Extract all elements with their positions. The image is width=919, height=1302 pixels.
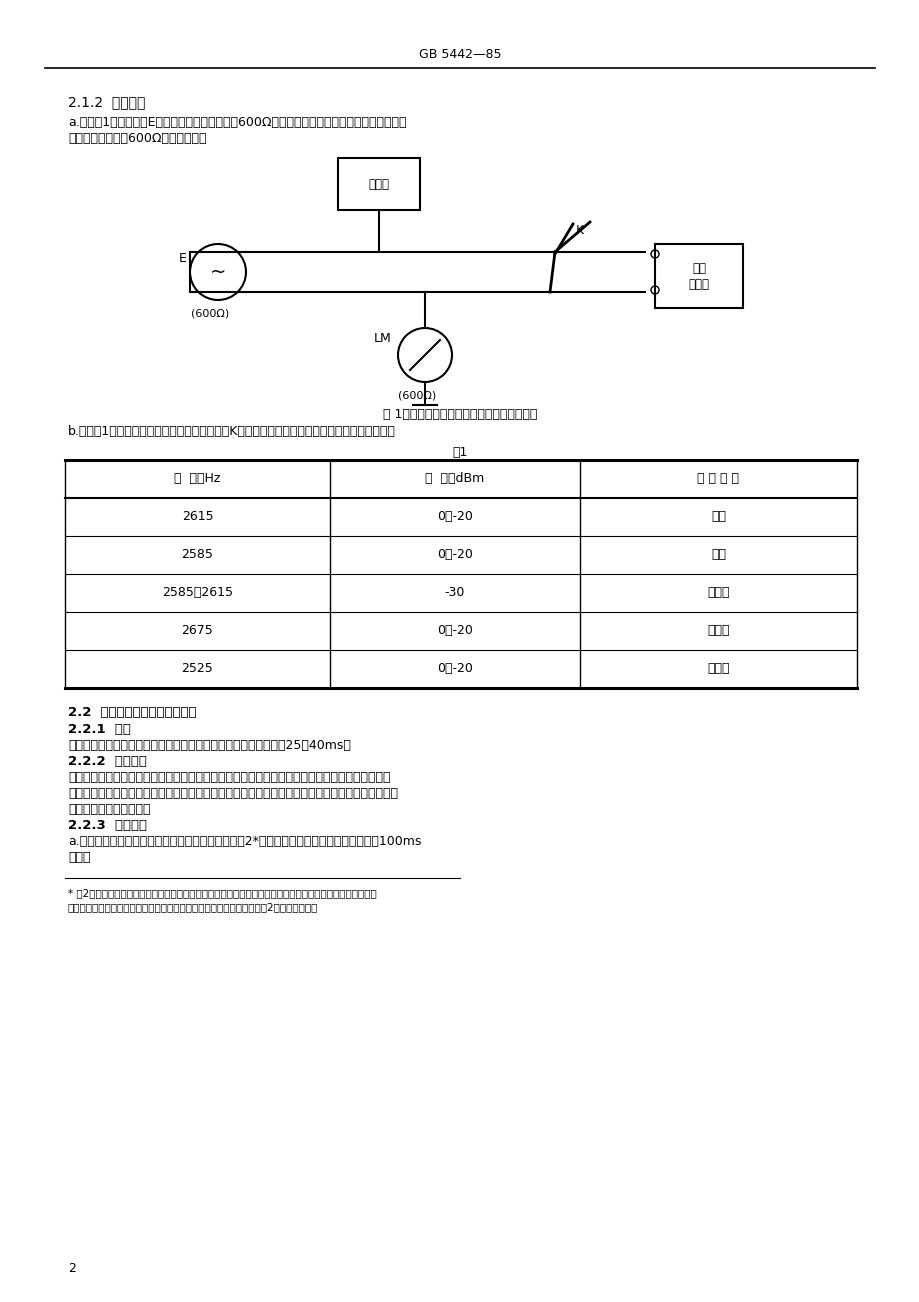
Text: 表1: 表1	[452, 447, 467, 460]
Text: 2.2  信号接收器动作和释放时长: 2.2 信号接收器动作和释放时长	[68, 706, 197, 719]
Text: E: E	[179, 251, 187, 264]
Text: 0～-20: 0～-20	[437, 625, 472, 638]
Text: 计数器停止计数。释放时长是送入信号接收器输入端的信号脉冲后沿起动计数器计数，信号接收器释: 计数器停止计数。释放时长是送入信号接收器输入端的信号脉冲后沿起动计数器计数，信号…	[68, 786, 398, 799]
Text: 2525: 2525	[181, 663, 213, 676]
Text: ~: ~	[210, 263, 226, 281]
Text: 电  平，dBm: 电 平，dBm	[425, 473, 484, 486]
Text: LM: LM	[374, 332, 391, 345]
Text: 0～-20: 0～-20	[437, 548, 472, 561]
Text: 2675: 2675	[181, 625, 213, 638]
Text: a.　采用频率计或毫秒计测时延迟时间的方法。按图2*连接电路，单脉冲发生器产生不小于100ms: a. 采用频率计或毫秒计测时延迟时间的方法。按图2*连接电路，单脉冲发生器产生不…	[68, 835, 421, 848]
Text: 2.2.3  测试方法: 2.2.3 测试方法	[68, 819, 147, 832]
Text: 2615: 2615	[181, 510, 213, 523]
Text: 接收器: 接收器	[687, 277, 709, 290]
Text: 测试动作时长是用送入信号接收器输入端的信号脉冲前沿起动计数器计数，信号接收器动作时使: 测试动作时长是用送入信号接收器输入端的信号脉冲前沿起动计数器计数，信号接收器动作…	[68, 771, 390, 784]
Text: 2.2.1  指标: 2.2.1 指标	[68, 723, 130, 736]
Text: 2.1.2  测量方法: 2.1.2 测量方法	[68, 95, 145, 109]
Text: 测试电路与其他类型信号接收器，如采用毫秒计的测试方法，可参照图2测试原理连接。: 测试电路与其他类型信号接收器，如采用毫秒计的测试方法，可参照图2测试原理连接。	[68, 902, 318, 911]
Text: 频率计: 频率计	[369, 177, 389, 190]
Text: (600Ω): (600Ω)	[397, 391, 436, 401]
Text: 动作: 动作	[710, 510, 725, 523]
Text: 不动作: 不动作	[707, 663, 729, 676]
Text: 脉冲。: 脉冲。	[68, 852, 90, 865]
Text: 0～-20: 0～-20	[437, 663, 472, 676]
Text: 不动作: 不动作	[707, 625, 729, 638]
Text: 2585: 2585	[181, 548, 213, 561]
Text: 不动作: 不动作	[707, 586, 729, 599]
Text: 信号: 信号	[691, 262, 705, 275]
Bar	[654, 243, 743, 309]
Text: 频  率，Hz: 频 率，Hz	[174, 473, 221, 486]
Text: 2: 2	[68, 1262, 75, 1275]
Text: a.　按图1连接电路，E为音频振荡器，输出阻抗600Ω，输出频率和电平可调并由频率计和电平: a. 按图1连接电路，E为音频振荡器，输出阻抗600Ω，输出频率和电平可调并由频…	[68, 116, 406, 129]
Text: K: K	[575, 224, 584, 237]
Text: * 图2为采用频率计测试信号接收器动作电路为继电器时（一副合接点）的动作，释放时长的测试电路。对其他: * 图2为采用频率计测试信号接收器动作电路为继电器时（一副合接点）的动作，释放时…	[68, 888, 377, 898]
Text: (600Ω): (600Ω)	[190, 309, 229, 318]
Text: 表监视。电平表用600Ω阵抗挡测量。: 表监视。电平表用600Ω阵抗挡测量。	[68, 132, 206, 145]
Text: 动 作 情 况: 动 作 情 况	[697, 473, 739, 486]
Text: 放时使计数器停止计数。: 放时使计数器停止计数。	[68, 803, 151, 816]
Text: 动作: 动作	[710, 548, 725, 561]
Text: 0～-20: 0～-20	[437, 510, 472, 523]
Text: GB 5442—85: GB 5442—85	[418, 48, 501, 61]
Text: 图 1　信号接收器动作、不动作指标测试电路: 图 1 信号接收器动作、不动作指标测试电路	[382, 408, 537, 421]
Text: 在通频带可靠接收电平范围内，信号接收器的动作和释放时长为25～40ms。: 在通频带可靠接收电平范围内，信号接收器的动作和释放时长为25～40ms。	[68, 740, 350, 753]
Text: b.　按表1所列频率和电平组合，连续通断开关K，信号接收器应符合规定的动作和不动作要求。: b. 按表1所列频率和电平组合，连续通断开关K，信号接收器应符合规定的动作和不动…	[68, 424, 395, 437]
Text: 2585～2615: 2585～2615	[162, 586, 233, 599]
Bar	[337, 158, 420, 210]
Text: 2.2.2  测试原理: 2.2.2 测试原理	[68, 755, 147, 768]
Text: -30: -30	[444, 586, 465, 599]
